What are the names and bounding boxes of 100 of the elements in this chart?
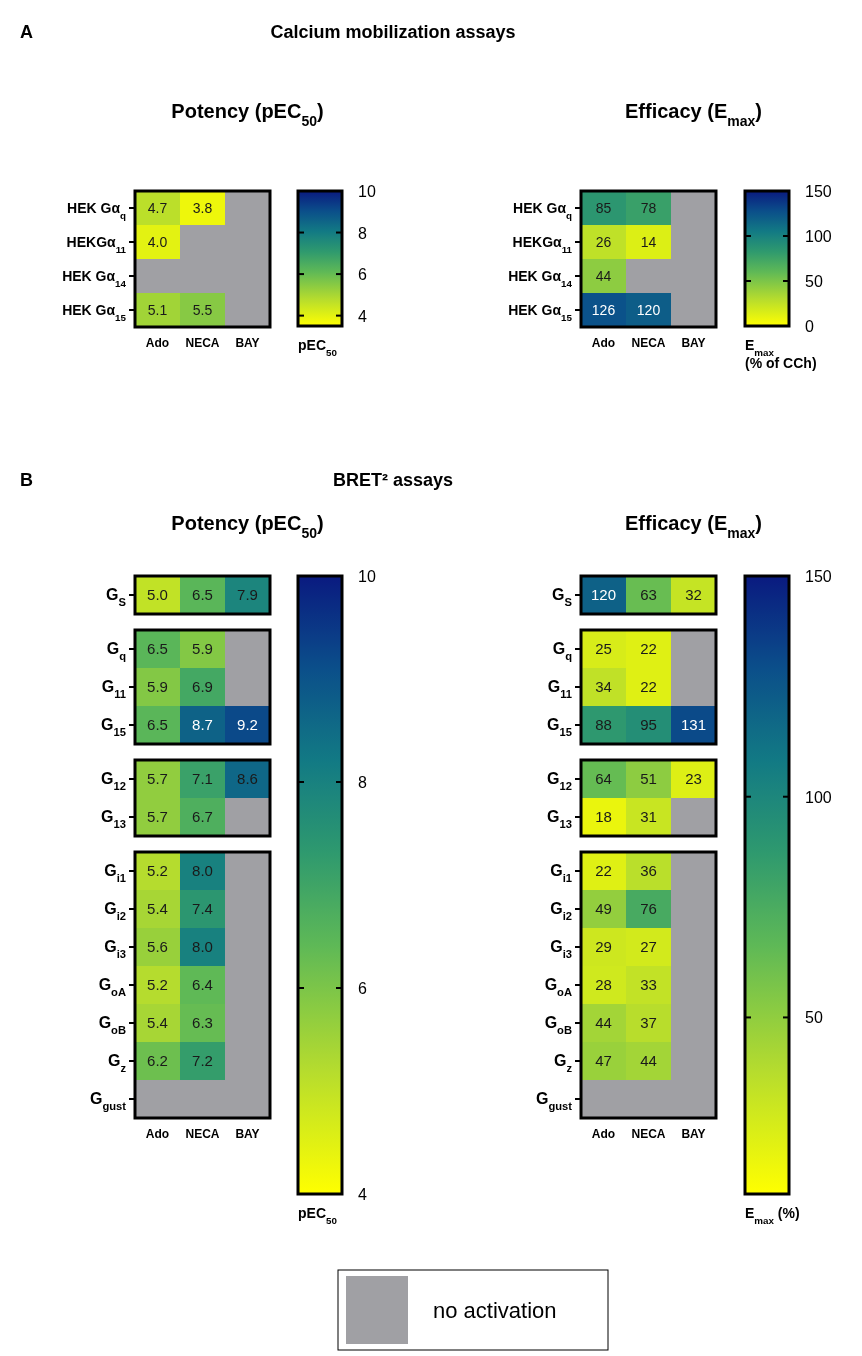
text: A — [20, 22, 33, 42]
y-tick-label: G$_{12}$ — [547, 770, 572, 792]
y-tick-label: G$_{15}$ — [101, 716, 126, 738]
data-label: 22 — [640, 678, 657, 695]
x-tick-label: Ado — [591, 336, 616, 350]
data-label: 8.0 — [192, 862, 213, 879]
y-tick-label: G$_{i2}$ — [550, 900, 572, 922]
data-label: 5.2 — [147, 976, 168, 993]
data-label: 6.2 — [147, 1052, 168, 1069]
data-label: 51 — [640, 770, 657, 787]
data-label: 120 — [590, 586, 617, 603]
data-label: 22 — [640, 640, 657, 657]
data-label: 31 — [640, 808, 657, 825]
y-tick-label: G$_{q}$ — [106, 640, 127, 662]
data-label: 44 — [595, 1014, 612, 1031]
y-tick-label: HEK Gα$_{15}$ — [62, 302, 127, 323]
data-label: 126 — [591, 302, 616, 318]
y-tick-label: G$_{q}$ — [552, 640, 573, 662]
color-bar-label: 8 — [358, 224, 367, 242]
x-tick-label: Ado — [591, 1127, 616, 1141]
color-bar-title: pEC$_{50}$ — [298, 1205, 338, 1226]
data-label: 25 — [595, 640, 612, 657]
data-label: 6.9 — [192, 678, 213, 695]
y-tick-label: G$_{15}$ — [547, 716, 572, 738]
y-tick-label: G$_{oB}$ — [98, 1014, 126, 1036]
data-label: 33 — [640, 976, 657, 993]
color-bar-label: 10 — [358, 568, 376, 585]
data-label: 5.7 — [147, 770, 168, 787]
color-bar-label: 0 — [805, 318, 814, 335]
color-bar-label: 4 — [358, 1186, 367, 1203]
data-label: 5.4 — [147, 1014, 168, 1031]
data-label: 7.2 — [192, 1052, 213, 1069]
x-tick-label: BAY — [681, 1127, 706, 1141]
data-label: 120 — [636, 302, 661, 318]
data-label: 76 — [640, 900, 657, 917]
y-tick-label: HEK Gα$_{q}$ — [67, 200, 127, 221]
y-tick-label: G$_{i3}$ — [550, 938, 572, 960]
data-label: 7.9 — [237, 586, 258, 603]
y-tick-label: G$_{13}$ — [547, 808, 572, 830]
color-bar-label: 100 — [805, 788, 832, 806]
data-label: 28 — [595, 976, 612, 993]
data-label: 34 — [595, 678, 612, 695]
y-tick-label: G$_{i3}$ — [104, 938, 126, 960]
y-tick-label: G$_{oA}$ — [544, 976, 572, 998]
text: Calcium mobilization assays — [270, 22, 516, 42]
data-label: 9.2 — [237, 716, 258, 733]
color-bar-label: 6 — [358, 266, 367, 284]
color-bar-label: 8 — [358, 774, 367, 791]
y-tick-label: G$_{gust}$ — [89, 1090, 127, 1112]
y-tick-label: G$_{S}$ — [106, 586, 127, 608]
data-label: 47 — [595, 1052, 612, 1069]
color-bar-title: pEC$_{50}$ — [298, 337, 338, 358]
color-bar-label: 6 — [358, 980, 367, 997]
color-bar-label: 100 — [805, 228, 832, 245]
data-label: 63 — [640, 586, 657, 603]
text: BRET² assays — [332, 470, 454, 490]
data-label: 88 — [595, 716, 612, 733]
data-label: 6.5 — [147, 716, 168, 733]
chart-title: Potency (pEC$_{50}$) — [171, 512, 324, 541]
x-tick-label: NECA — [185, 336, 220, 350]
data-label: 5.5 — [192, 302, 213, 318]
data-label: 36 — [640, 862, 657, 879]
x-tick-label: NECA — [631, 1127, 666, 1141]
data-label: 78 — [640, 200, 657, 216]
y-tick-label: G$_{oA}$ — [98, 976, 126, 998]
data-label: 3.8 — [192, 200, 213, 216]
y-tick-label: G$_{z}$ — [553, 1052, 573, 1074]
y-tick-label: HEK Gα$_{15}$ — [508, 302, 573, 323]
color-bar-label: 4 — [358, 307, 367, 325]
x-tick-label: Ado — [145, 1127, 170, 1141]
data-label: 32 — [685, 586, 702, 603]
x-tick-label: NECA — [631, 336, 666, 350]
color-bar-label: 50 — [805, 1009, 823, 1027]
data-label: 37 — [640, 1014, 657, 1031]
data-label: 8.6 — [237, 770, 258, 787]
y-tick-label: G$_{13}$ — [101, 808, 126, 830]
data-label: 85 — [595, 200, 612, 216]
chart-title: Efficacy (E$_{max}$) — [625, 512, 762, 541]
data-label: 5.1 — [147, 302, 168, 318]
y-tick-label: G$_{oB}$ — [544, 1014, 572, 1036]
data-label: 26 — [595, 234, 612, 250]
y-tick-label: HEK Gα$_{14}$ — [508, 268, 573, 289]
y-tick-label: G$_{i2}$ — [104, 900, 126, 922]
data-label: 4.0 — [147, 234, 168, 250]
x-tick-label: BAY — [681, 336, 706, 350]
data-label: 5.0 — [147, 586, 168, 603]
y-tick-label: G$_{gust}$ — [535, 1090, 573, 1112]
x-tick-label: BAY — [235, 336, 260, 350]
data-label: 44 — [595, 268, 612, 284]
data-label: 27 — [640, 938, 657, 955]
data-label: 14 — [640, 234, 657, 250]
data-label: 8.0 — [192, 938, 213, 955]
color-bar-label: 150 — [805, 568, 832, 585]
data-label: 44 — [640, 1052, 657, 1069]
y-tick-label: G$_{i1}$ — [550, 862, 572, 884]
y-tick-label: G$_{11}$ — [547, 678, 572, 700]
data-label: 18 — [595, 808, 612, 825]
y-tick-label: G$_{z}$ — [107, 1052, 127, 1074]
data-label: 6.5 — [192, 586, 213, 603]
y-tick-label: G$_{11}$ — [101, 678, 126, 700]
